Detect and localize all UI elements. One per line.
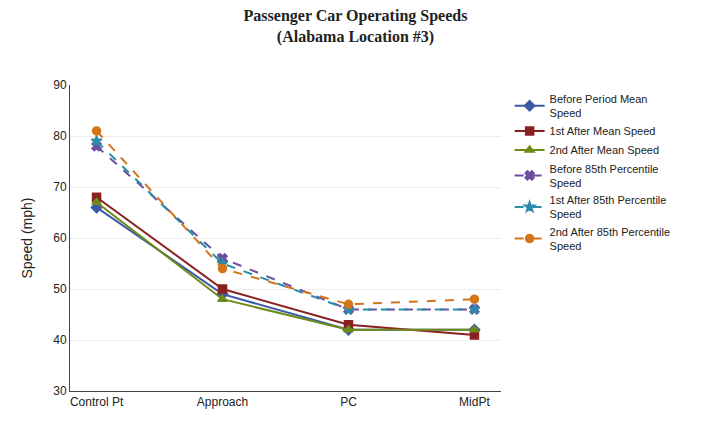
svg-text:MidPt: MidPt bbox=[459, 395, 490, 409]
svg-text:Speed (mph): Speed (mph) bbox=[19, 198, 35, 279]
svg-text:Passenger Car Operating Speeds: Passenger Car Operating Speeds(Alabama L… bbox=[244, 7, 468, 46]
svg-text:Before Period MeanSpeed: Before Period MeanSpeed bbox=[550, 93, 648, 119]
svg-text:40: 40 bbox=[53, 333, 67, 347]
svg-text:80: 80 bbox=[53, 129, 67, 143]
svg-text:Control Pt: Control Pt bbox=[70, 395, 124, 409]
svg-text:30: 30 bbox=[53, 384, 67, 398]
svg-text:70: 70 bbox=[53, 180, 67, 194]
svg-text:1st After Mean Speed: 1st After Mean Speed bbox=[550, 125, 656, 137]
svg-text:90: 90 bbox=[53, 78, 67, 92]
svg-text:Approach: Approach bbox=[197, 395, 248, 409]
svg-text:1st After 85th PercentileSpeed: 1st After 85th PercentileSpeed bbox=[550, 194, 667, 220]
svg-text:2nd After 85th PercentileSpeed: 2nd After 85th PercentileSpeed bbox=[550, 226, 670, 252]
svg-text:PC: PC bbox=[340, 395, 357, 409]
svg-text:60: 60 bbox=[53, 231, 67, 245]
svg-text:Before 85th PercentileSpeed: Before 85th PercentileSpeed bbox=[550, 163, 659, 189]
svg-text:50: 50 bbox=[53, 282, 67, 296]
svg-text:2nd After Mean Speed: 2nd After Mean Speed bbox=[550, 144, 659, 156]
